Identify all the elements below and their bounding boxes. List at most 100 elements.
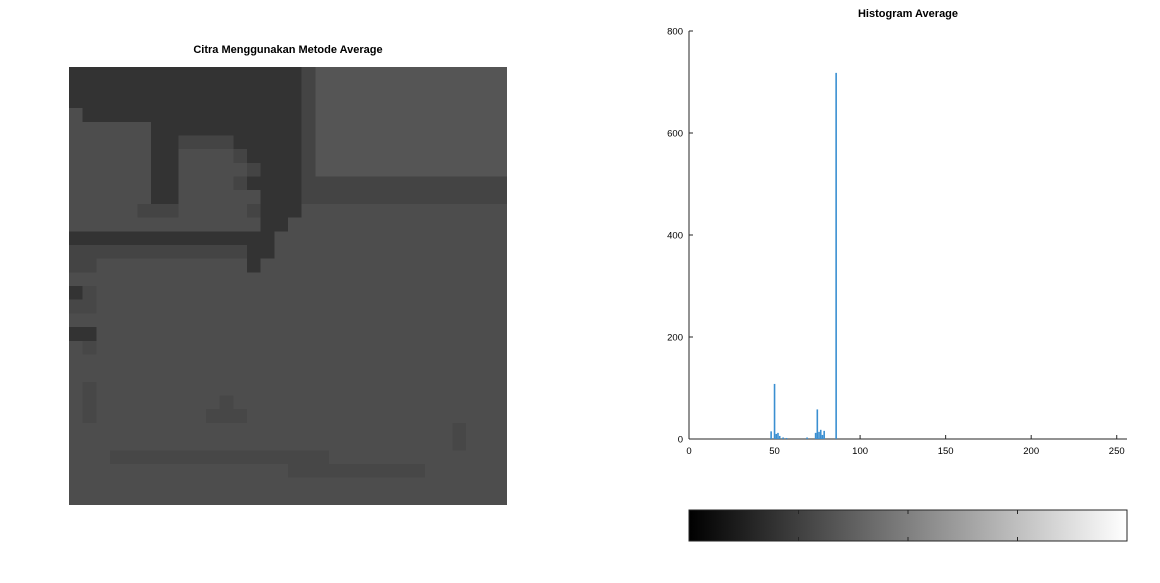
image-pixel xyxy=(370,108,385,123)
y-tick-label: 200 xyxy=(667,333,683,344)
image-pixel xyxy=(411,258,426,273)
image-pixel xyxy=(342,258,357,273)
image-pixel xyxy=(219,381,234,396)
image-pixel xyxy=(137,258,152,273)
image-pixel xyxy=(370,258,385,273)
image-pixel xyxy=(246,258,261,273)
image-pixel xyxy=(356,491,371,505)
image-pixel xyxy=(164,491,179,505)
image-pixel xyxy=(192,409,207,424)
image-pixel xyxy=(383,477,398,492)
image-pixel xyxy=(301,395,316,410)
image-pixel xyxy=(82,80,97,95)
image-pixel xyxy=(288,80,302,95)
image-pixel xyxy=(479,203,494,218)
image-pixel xyxy=(424,135,439,150)
image-pixel xyxy=(96,354,111,369)
image-pixel xyxy=(205,463,220,478)
image-pixel xyxy=(383,94,398,109)
image-pixel xyxy=(151,395,166,410)
image-pixel xyxy=(465,176,480,191)
y-tick-label: 400 xyxy=(667,231,683,242)
image-pixel xyxy=(205,368,220,383)
image-pixel xyxy=(329,463,344,478)
image-pixel xyxy=(82,203,97,218)
image-pixel xyxy=(342,203,357,218)
image-pixel xyxy=(151,463,166,478)
image-pixel xyxy=(192,162,207,177)
image-pixel xyxy=(493,286,507,300)
image-pixel xyxy=(329,340,344,355)
image-pixel xyxy=(123,313,138,328)
image-pixel xyxy=(246,340,261,355)
image-pixel xyxy=(452,67,467,81)
average-image xyxy=(69,67,507,505)
image-pixel xyxy=(274,313,289,328)
image-pixel xyxy=(205,190,220,205)
image-pixel xyxy=(96,149,111,164)
image-pixel xyxy=(288,409,302,424)
image-pixel xyxy=(137,272,152,287)
image-pixel xyxy=(301,162,316,177)
image-pixel xyxy=(69,244,83,259)
image-pixel xyxy=(164,286,179,300)
image-pixel xyxy=(246,203,261,218)
image-pixel xyxy=(288,340,302,355)
image-pixel xyxy=(164,149,179,164)
image-pixel xyxy=(397,80,412,95)
image-pixel xyxy=(96,135,111,150)
image-pixel xyxy=(246,190,261,205)
image-pixel xyxy=(137,286,152,300)
image-pixel xyxy=(164,244,179,259)
image-pixel xyxy=(110,477,125,492)
image-pixel xyxy=(411,176,426,191)
image-pixel xyxy=(452,258,467,273)
image-pixel xyxy=(274,422,289,437)
image-pixel xyxy=(397,477,412,492)
image-pixel xyxy=(356,108,371,123)
image-pixel xyxy=(465,149,480,164)
image-pixel xyxy=(274,80,289,95)
colorbar-gradient xyxy=(688,509,1128,542)
image-pixel xyxy=(233,381,248,396)
image-pixel xyxy=(274,491,289,505)
image-pixel xyxy=(452,354,467,369)
image-pixel xyxy=(288,149,302,164)
image-pixel xyxy=(110,135,125,150)
image-pixel xyxy=(69,121,83,136)
image-pixel xyxy=(465,436,480,451)
image-pixel xyxy=(465,231,480,246)
image-pixel xyxy=(82,409,97,424)
image-pixel xyxy=(479,67,494,81)
image-pixel xyxy=(438,409,453,424)
image-pixel xyxy=(69,217,83,232)
image-pixel xyxy=(493,340,507,355)
image-pixel xyxy=(465,203,480,218)
image-pixel xyxy=(123,354,138,369)
image-pixel xyxy=(479,395,494,410)
image-pixel xyxy=(110,231,125,246)
image-pixel xyxy=(356,149,371,164)
image-pixel xyxy=(205,176,220,191)
image-pixel xyxy=(301,409,316,424)
image-pixel xyxy=(370,149,385,164)
image-pixel xyxy=(465,491,480,505)
image-pixel xyxy=(82,67,97,81)
image-pixel xyxy=(164,121,179,136)
image-pixel xyxy=(424,463,439,478)
image-pixel xyxy=(465,286,480,300)
image-pixel xyxy=(246,463,261,478)
image-pixel xyxy=(178,354,193,369)
image-pixel xyxy=(397,121,412,136)
image-pixel xyxy=(137,135,152,150)
image-pixel xyxy=(479,477,494,492)
image-pixel xyxy=(178,463,193,478)
image-pixel xyxy=(479,162,494,177)
image-pixel xyxy=(82,231,97,246)
image-pixel xyxy=(123,381,138,396)
image-pixel xyxy=(233,299,248,314)
image-pixel xyxy=(205,67,220,81)
image-pixel xyxy=(356,162,371,177)
image-pixel xyxy=(411,231,426,246)
image-pixel xyxy=(178,80,193,95)
